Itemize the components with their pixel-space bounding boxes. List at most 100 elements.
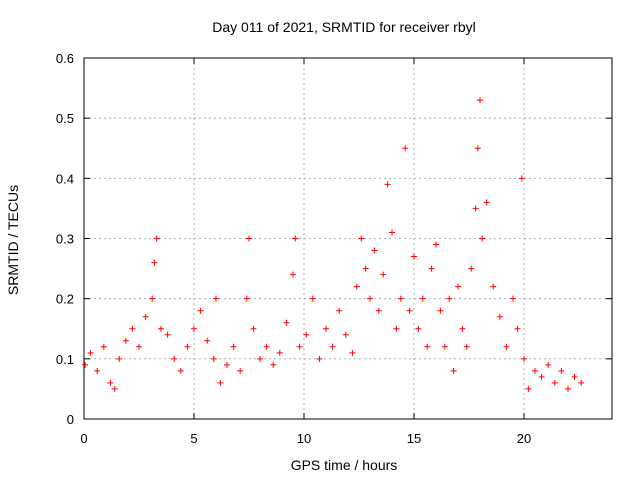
data-point (292, 235, 299, 242)
data-point (100, 343, 107, 350)
data-point (276, 349, 283, 356)
plot-frame (83, 57, 613, 420)
data-point (230, 343, 237, 350)
data-point (474, 145, 481, 152)
data-point (257, 355, 263, 362)
data-point (197, 307, 204, 314)
data-point (213, 295, 219, 302)
data-point (463, 343, 470, 350)
y-axis-label: SRMTID / TECUs (5, 185, 21, 295)
x-tick-label: 15 (407, 431, 421, 446)
data-point (367, 295, 373, 302)
data-point (243, 295, 250, 302)
data-point (164, 331, 171, 338)
data-point (309, 295, 316, 302)
data-point (479, 235, 486, 242)
data-point (477, 97, 483, 104)
data-point (424, 343, 431, 350)
y-tick-label: 0.4 (56, 171, 74, 186)
data-point (490, 283, 497, 290)
data-point (433, 241, 439, 248)
data-point (149, 295, 156, 302)
data-point (122, 337, 129, 344)
data-point (441, 343, 448, 350)
y-tick-label: 0.2 (56, 292, 74, 307)
data-point (342, 331, 349, 338)
data-point (270, 361, 277, 368)
data-point (142, 313, 149, 320)
data-point (578, 379, 585, 386)
data-point (472, 205, 479, 212)
data-point (246, 235, 252, 242)
data-point (419, 295, 426, 302)
data-point (397, 295, 404, 302)
data-point (263, 343, 270, 350)
data-point (204, 337, 211, 344)
data-point (358, 235, 365, 242)
data-point (496, 313, 503, 320)
data-point (107, 379, 114, 386)
x-tick-label: 5 (190, 431, 197, 446)
data-point (393, 325, 400, 332)
data-point (571, 373, 578, 380)
data-point (450, 367, 457, 374)
data-point (129, 325, 136, 332)
data-point (437, 307, 444, 314)
data-point (415, 325, 422, 332)
data-point (375, 307, 382, 314)
data-point (551, 379, 558, 386)
data-point (296, 343, 303, 350)
data-point (353, 283, 360, 290)
x-tick-label: 10 (297, 431, 311, 446)
data-point (380, 271, 387, 278)
data-point (217, 379, 224, 386)
data-point (87, 349, 94, 356)
data-point (171, 355, 178, 362)
data-point (532, 367, 538, 374)
data-point (82, 361, 89, 368)
data-point (384, 181, 391, 188)
data-point (336, 307, 343, 314)
data-point (94, 367, 101, 374)
y-tick-label: 0.5 (56, 111, 74, 126)
y-tick-label: 0 (67, 412, 74, 427)
y-tick-label: 0.3 (56, 232, 74, 247)
data-point (210, 355, 217, 362)
data-point (402, 145, 409, 152)
data-point (510, 295, 516, 302)
data-point (371, 247, 378, 254)
chart-title: Day 011 of 2021, SRMTID for receiver rby… (212, 19, 476, 35)
y-tick-label: 0.1 (56, 352, 74, 367)
data-point (468, 265, 475, 272)
data-point (158, 325, 164, 332)
data-point (237, 367, 244, 374)
data-point (518, 175, 525, 182)
data-point (545, 361, 552, 368)
data-point (191, 325, 197, 332)
data-point (177, 367, 184, 374)
data-point (565, 385, 571, 392)
data-point (349, 349, 356, 356)
data-point (521, 355, 527, 362)
x-tick-label: 20 (517, 431, 531, 446)
data-point (283, 319, 290, 326)
data-point (362, 265, 369, 272)
data-point (558, 367, 565, 374)
data-point (151, 259, 158, 266)
data-point (184, 343, 191, 350)
grid-lines (84, 58, 612, 419)
data-point (455, 283, 461, 290)
data-point (224, 361, 230, 368)
data-point (525, 385, 532, 392)
data-point (411, 253, 417, 260)
data-point (406, 307, 413, 314)
data-point (329, 343, 336, 350)
data-point (503, 343, 510, 350)
data-point (446, 295, 453, 302)
data-point (303, 331, 310, 338)
data-point (428, 265, 435, 272)
data-point (483, 199, 490, 206)
data-point (153, 235, 160, 242)
x-tick-label: 0 (80, 431, 87, 446)
